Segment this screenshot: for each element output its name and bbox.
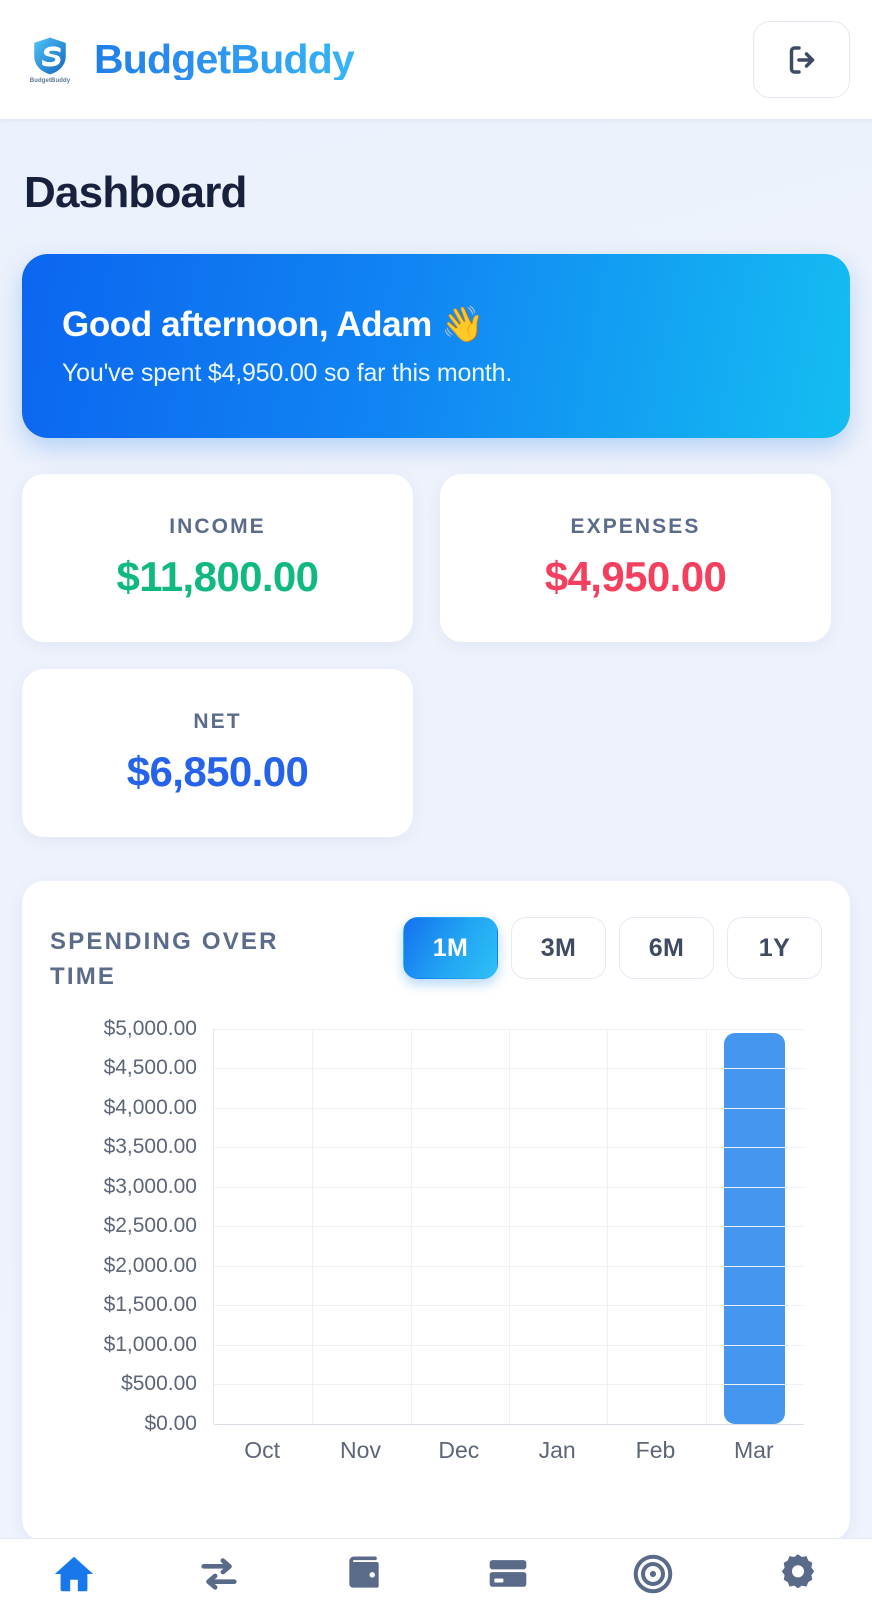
x-axis-tick: Dec [438,1436,480,1463]
range-button-6m[interactable]: 6M [619,917,714,979]
gridline-vertical [509,1028,510,1424]
wallet-icon [342,1551,386,1595]
y-axis-tick: $0.00 [144,1411,197,1435]
x-axis-tick: Feb [635,1436,676,1463]
y-axis-tick: $4,500.00 [103,1056,197,1080]
stat-value: $4,950.00 [544,553,727,600]
greeting-title: Good afternoon, Adam 👋 [62,305,485,344]
credit-card-icon [486,1551,530,1595]
stat-label: NET [193,710,242,733]
x-axis-tick: Oct [244,1436,281,1463]
y-axis-labels: $5,000.00 $4,500.00 $4,000.00 $3,500.00 $3,0… [50,1017,205,1435]
stat-label: INCOME [169,515,266,538]
bottom-navigation [0,1538,872,1600]
range-selector: 1M 3M 6M 1Y [403,917,822,979]
chart-gridlines [213,1028,804,1425]
y-axis-tick: $500.00 [121,1372,197,1396]
range-button-3m[interactable]: 3M [511,917,606,979]
logo-caption: BudgetBuddy [29,78,71,84]
chart-bar[interactable] [724,1032,786,1424]
greeting-subtitle: You've spent $4,950.00 so far this month… [62,359,513,387]
brand-name: BudgetBuddy [94,36,355,82]
nav-item-home[interactable] [34,1551,114,1597]
y-axis-tick: $2,500.00 [103,1214,197,1238]
y-axis-tick: $3,000.00 [103,1174,197,1198]
brand: BudgetBuddy BudgetBuddy [22,32,355,88]
stat-label: EXPENSES [570,515,701,538]
logout-button[interactable] [753,21,850,98]
logout-icon [784,42,820,78]
nav-item-cards[interactable] [468,1551,548,1595]
stat-card-income[interactable]: INCOME $11,800.00 [22,474,413,642]
summary-cards: INCOME $11,800.00 EXPENSES $4,950.00 NET… [22,474,850,837]
y-axis-tick: $4,000.00 [103,1095,197,1119]
gridline-vertical [312,1028,314,1424]
page-title: Dashboard [24,168,247,217]
x-axis-labels: Oct Nov Dec Jan Feb Mar [213,1437,804,1487]
y-axis-tick: $3,500.00 [103,1135,197,1159]
shield-s-logo-icon: BudgetBuddy [22,32,78,88]
nav-item-settings[interactable] [758,1551,838,1595]
nav-item-transfers[interactable] [179,1551,259,1597]
settings-gear-icon [776,1551,820,1595]
home-icon [51,1551,97,1597]
gridline-horizontal [214,1423,804,1425]
stat-card-net[interactable]: NET $6,850.00 [22,669,413,837]
transfers-icon [196,1551,242,1597]
y-axis-tick: $1,000.00 [103,1332,197,1356]
stat-card-expenses[interactable]: EXPENSES $4,950.00 [440,474,831,642]
gridline-vertical [705,1028,707,1424]
stat-value: $6,850.00 [126,748,309,795]
range-button-1m[interactable]: 1M [403,917,498,979]
chart-header: SPENDING OVER TIME 1M 3M 6M 1Y [50,917,822,995]
x-axis-tick: Nov [340,1436,381,1463]
spending-chart-card: SPENDING OVER TIME 1M 3M 6M 1Y $5,000.00… [22,881,850,1538]
nav-item-goals[interactable] [613,1551,693,1597]
range-button-1y[interactable]: 1Y [727,917,822,979]
greeting-banner: Good afternoon, Adam 👋 You've spent $4,9… [22,254,850,438]
gridline-vertical [607,1028,609,1424]
target-icon [630,1551,676,1597]
chart-bars [214,1029,804,1424]
x-axis-tick: Mar [734,1436,774,1463]
y-axis-tick: $5,000.00 [103,1016,197,1040]
stat-value: $11,800.00 [116,553,319,600]
spending-bar-chart: $5,000.00 $4,500.00 $4,000.00 $3,500.00 $3,0… [50,1017,822,1499]
app-header: BudgetBuddy BudgetBuddy [0,0,872,120]
main-content: Dashboard Good afternoon, Adam 👋 You've … [0,120,872,1538]
y-axis-tick: $2,000.00 [103,1253,197,1277]
x-axis-tick: Jan [538,1436,576,1463]
gridline-vertical [410,1028,412,1424]
y-axis-tick: $1,500.00 [103,1293,197,1317]
chart-title: SPENDING OVER TIME [50,928,279,990]
nav-item-wallet[interactable] [324,1551,404,1595]
